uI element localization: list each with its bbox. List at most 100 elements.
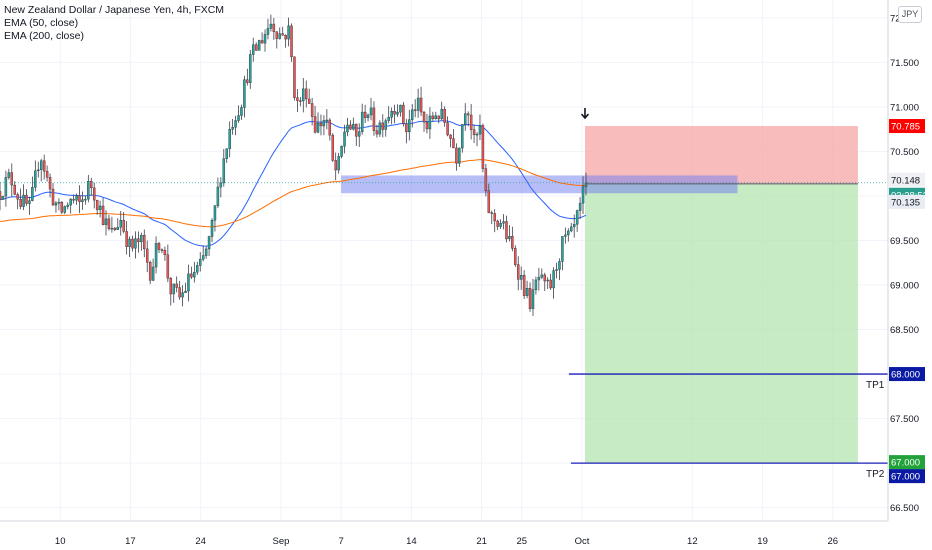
candle [431, 111, 435, 122]
candle-body [219, 182, 223, 188]
sell-arrow-icon [580, 108, 590, 120]
candle-body [549, 279, 552, 289]
candle-body [466, 113, 470, 116]
candle-body [449, 134, 452, 139]
candle-body [37, 169, 40, 172]
candle-body [531, 289, 535, 309]
candle [455, 143, 458, 171]
candle-body [90, 181, 93, 189]
candle [337, 152, 340, 174]
candle-body [19, 199, 22, 207]
candle [260, 32, 264, 44]
candle [246, 68, 249, 86]
candle-body [175, 283, 178, 288]
ema-200-label[interactable]: EMA (200, close) [4, 30, 84, 42]
candle-body [87, 181, 90, 200]
stop-loss-area [584, 126, 858, 184]
candle-body [437, 115, 440, 120]
candle [302, 78, 305, 113]
candle-body [299, 100, 302, 102]
candle-body [372, 107, 376, 131]
candle [275, 31, 279, 49]
candle-body [246, 79, 249, 83]
candle-body [131, 238, 134, 249]
symbol-title[interactable]: New Zealand Dollar / Japanese Yen, 4h, F… [4, 4, 225, 16]
candle-body [340, 146, 343, 157]
candle [240, 104, 243, 120]
candle [514, 245, 517, 267]
candle [466, 111, 470, 127]
candle-body [469, 114, 473, 130]
candle [190, 266, 193, 279]
candle-body [316, 122, 320, 133]
candle [42, 154, 46, 180]
candlestick-series [0, 14, 588, 316]
candle [340, 145, 343, 159]
candle-body [349, 124, 352, 130]
candle-body [95, 199, 99, 210]
candle-body [54, 202, 58, 206]
candle-body [528, 287, 532, 309]
candle-body [228, 129, 231, 149]
candle [234, 115, 237, 136]
time-tick-label: 24 [195, 536, 206, 547]
candle [493, 209, 496, 233]
trade-overlays[interactable]: TP1 TP2 [0, 108, 888, 480]
candle [0, 181, 2, 211]
candle-body [254, 44, 258, 51]
candle [28, 196, 31, 215]
candle [369, 97, 373, 121]
candle-body [4, 177, 8, 197]
candle [572, 214, 576, 238]
currency-badge[interactable]: JPY [898, 6, 922, 23]
take-profit-area [584, 183, 858, 464]
candle [7, 168, 11, 180]
resistance-zone[interactable] [341, 175, 738, 194]
candle [249, 49, 252, 89]
candle-body [358, 131, 361, 137]
candle-body [122, 219, 125, 232]
candle [534, 276, 538, 295]
candle [381, 114, 385, 138]
candle [505, 215, 508, 243]
candle-body [60, 201, 64, 213]
candle [287, 17, 290, 47]
candle-body [266, 28, 270, 35]
candle-body [322, 120, 326, 127]
tp1-price-badge: 68.000 [889, 367, 925, 382]
candle [310, 97, 314, 126]
ema-50-label[interactable]: EMA (50, close) [4, 17, 79, 29]
candle-body [578, 202, 582, 211]
candle [428, 107, 432, 139]
candle-body [225, 148, 228, 159]
candle-body [78, 195, 81, 203]
candle-body [305, 88, 308, 100]
candle [72, 194, 75, 204]
target-line-label: TP2 [866, 469, 885, 480]
candle [567, 228, 570, 242]
candle-body [431, 115, 435, 120]
time-tick-label: 26 [828, 536, 839, 547]
price-tick-label: 69.500 [890, 236, 919, 247]
candle-body [519, 275, 523, 280]
candle-body [31, 187, 34, 201]
candle-body [405, 123, 408, 133]
candle [561, 236, 564, 271]
candle [322, 115, 326, 136]
candle [325, 109, 329, 130]
candle-body [101, 205, 105, 225]
candle-body [302, 88, 305, 102]
candle-body [125, 231, 128, 247]
candle-body [190, 273, 193, 278]
candle-body [81, 199, 84, 203]
candle [90, 177, 93, 196]
candle-body [110, 227, 114, 230]
candle-body [1, 195, 5, 200]
candle-body [363, 111, 367, 119]
candle-body [343, 131, 346, 147]
tp2-price-badge-bg [889, 469, 925, 484]
candle [437, 115, 440, 124]
time-tick-label: 19 [757, 536, 768, 547]
stop-price-badge-text: 70.785 [891, 122, 920, 133]
